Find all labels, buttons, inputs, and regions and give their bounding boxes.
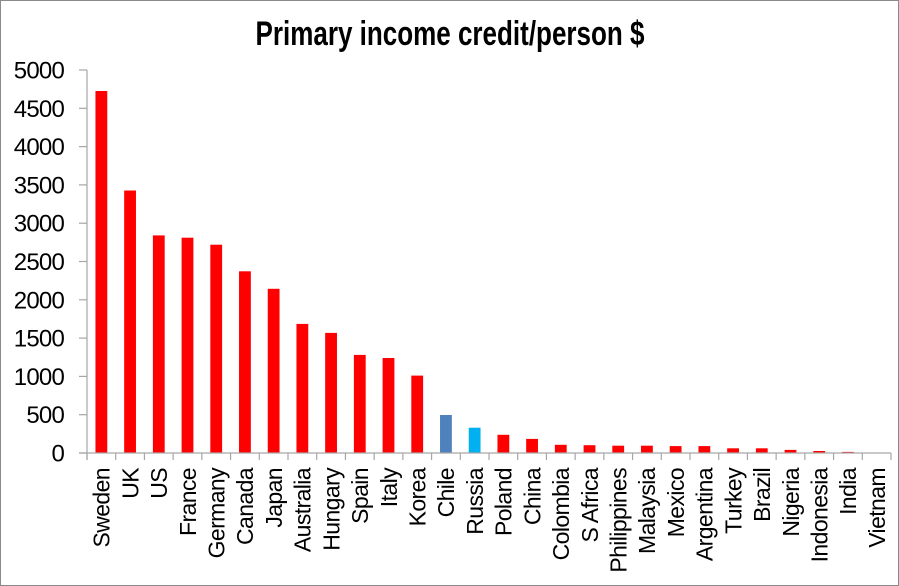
svg-text:Hungary: Hungary xyxy=(318,467,344,551)
svg-text:3500: 3500 xyxy=(14,172,65,199)
svg-text:500: 500 xyxy=(26,402,64,429)
svg-text:0: 0 xyxy=(51,441,64,468)
svg-text:Korea: Korea xyxy=(405,467,431,526)
svg-text:UK: UK xyxy=(117,467,143,499)
svg-text:1500: 1500 xyxy=(14,326,65,353)
svg-text:US: US xyxy=(146,468,172,499)
svg-text:Colombia: Colombia xyxy=(548,467,574,560)
svg-text:Mexico: Mexico xyxy=(663,468,689,537)
svg-text:4000: 4000 xyxy=(14,134,65,161)
svg-text:Argentina: Argentina xyxy=(692,467,718,561)
svg-text:Primary income credit/person $: Primary income credit/person $ xyxy=(256,15,645,53)
svg-text:India: India xyxy=(835,467,861,515)
svg-text:Brazil: Brazil xyxy=(749,468,775,522)
svg-text:Turkey: Turkey xyxy=(720,467,746,534)
svg-text:2000: 2000 xyxy=(14,287,65,314)
svg-text:Germany: Germany xyxy=(204,467,230,558)
svg-text:3000: 3000 xyxy=(14,211,65,238)
svg-text:Chile: Chile xyxy=(433,468,459,517)
svg-text:China: China xyxy=(519,467,545,525)
svg-text:Australia: Australia xyxy=(290,467,316,552)
svg-text:Vietnam: Vietnam xyxy=(864,468,890,548)
svg-text:Sweden: Sweden xyxy=(89,468,115,548)
svg-text:Italy: Italy xyxy=(376,467,402,507)
svg-text:4500: 4500 xyxy=(14,96,65,123)
svg-text:2500: 2500 xyxy=(14,249,65,276)
svg-text:Spain: Spain xyxy=(347,468,373,524)
svg-text:S Africa: S Africa xyxy=(577,467,603,542)
svg-text:Philippines: Philippines xyxy=(606,468,632,573)
svg-text:Canada: Canada xyxy=(232,467,258,545)
svg-text:Nigeria: Nigeria xyxy=(778,467,804,536)
svg-text:Indonesia: Indonesia xyxy=(807,467,833,562)
svg-text:5000: 5000 xyxy=(14,58,65,85)
svg-text:Malaysia: Malaysia xyxy=(634,467,660,554)
svg-text:France: France xyxy=(175,468,201,536)
svg-text:Poland: Poland xyxy=(491,468,517,536)
svg-text:Japan: Japan xyxy=(261,468,287,528)
svg-text:1000: 1000 xyxy=(14,364,65,391)
svg-text:Russia: Russia xyxy=(462,467,488,535)
